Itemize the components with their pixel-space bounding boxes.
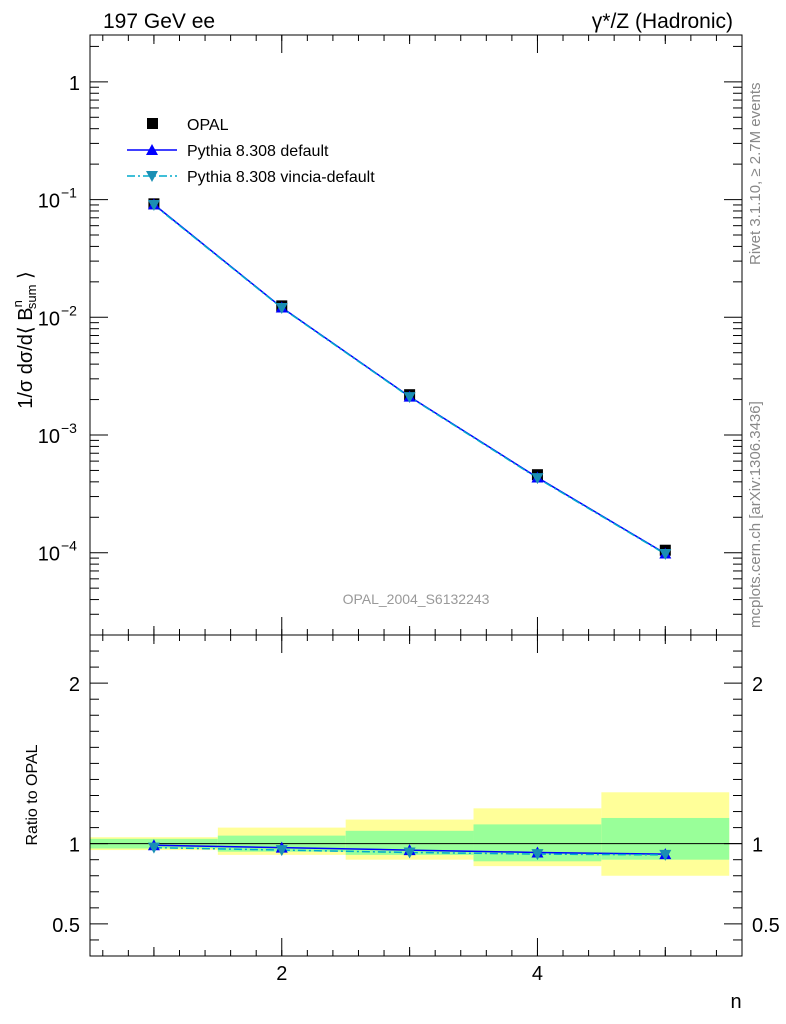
main-y-tick-label: 10 [38, 426, 60, 448]
ratio-y-axis-label: Ratio to OPAL [24, 744, 41, 845]
side-label-mcplots: mcplots.cern.ch [arXiv:1306.3436] [747, 401, 764, 628]
side-label-rivet: Rivet 3.1.10, ≥ 2.7M events [747, 83, 764, 266]
main-y-tick-exponent: −3 [61, 420, 77, 436]
main-y-tick-label: 10 [38, 544, 60, 566]
pythia-vincia-point [403, 392, 416, 404]
main-y-tick-labels: 110−110−210−310−4 [38, 73, 80, 566]
pythia-vincia-point [659, 549, 672, 561]
ratio-vincia-point [275, 845, 288, 857]
ratio-y-tick-label-right: 1 [752, 835, 763, 857]
ratio-series-layer [147, 839, 672, 861]
ratio-vincia-point [531, 849, 544, 861]
header-process: γ*/Z (Hadronic) [592, 10, 733, 33]
ratio-y-tick-label-left: 1 [69, 835, 80, 857]
pythia-vincia-point [147, 199, 160, 211]
main-y-tick-exponent: −1 [61, 185, 77, 201]
legend-opal-marker [147, 118, 158, 129]
main-series-layer [147, 198, 672, 561]
ratio-vincia-point [403, 847, 416, 859]
ratio-bands [90, 792, 730, 876]
ratio-y-tick-label-right: 0.5 [752, 915, 780, 937]
legend-vincia-label: Pythia 8.308 vincia-default [187, 169, 375, 186]
main-y-tick-label: 10 [38, 191, 60, 213]
legend-opal-label: OPAL [187, 117, 229, 134]
ratio-ticks: 0.5 0.5 1 1 2 2 2 4 [52, 635, 780, 985]
ratio-x-axis-label: n [730, 991, 741, 1013]
pythia-vincia-line [153, 204, 666, 555]
ratio-vincia-point [659, 849, 672, 861]
main-y-tick-exponent: −2 [61, 302, 77, 318]
watermark: OPAL_2004_S6132243 [343, 591, 490, 607]
pythia-vincia-point [275, 302, 288, 314]
main-y-tick-label: 10 [38, 308, 60, 330]
legend-vincia-marker [146, 171, 158, 182]
pythia-vincia-point [531, 473, 544, 485]
ratio-x-tick-label: 2 [276, 963, 287, 985]
main-panel: 110−110−210−310−4 1/σ dσ/d⟨ Bnsum ⟩ OPAL… [10, 34, 743, 636]
legend: OPAL Pythia 8.308 default Pythia 8.308 v… [127, 117, 375, 186]
legend-default-marker [146, 144, 158, 155]
legend-default-label: Pythia 8.308 default [187, 143, 329, 160]
header-energy: 197 GeV ee [103, 10, 215, 33]
main-y-tick-label: 1 [69, 73, 80, 95]
ratio-y-tick-label-left: 0.5 [52, 915, 80, 937]
main-y-ticks [90, 35, 742, 636]
ratio-y-tick-label-left: 2 [69, 674, 80, 696]
ratio-vincia-point [147, 842, 160, 854]
main-y-tick-exponent: −4 [61, 538, 77, 554]
pythia-default-line [153, 203, 666, 555]
ratio-x-tick-label: 4 [532, 963, 543, 985]
ratio-y-tick-label-right: 2 [752, 674, 763, 696]
main-y-axis-label: 1/σ dσ/d⟨ Bnsum ⟩ [10, 271, 39, 409]
ratio-vincia-line [153, 846, 666, 856]
ratio-panel: 0.5 0.5 1 1 2 2 2 4 Ratio to OPAL n [24, 634, 780, 1013]
